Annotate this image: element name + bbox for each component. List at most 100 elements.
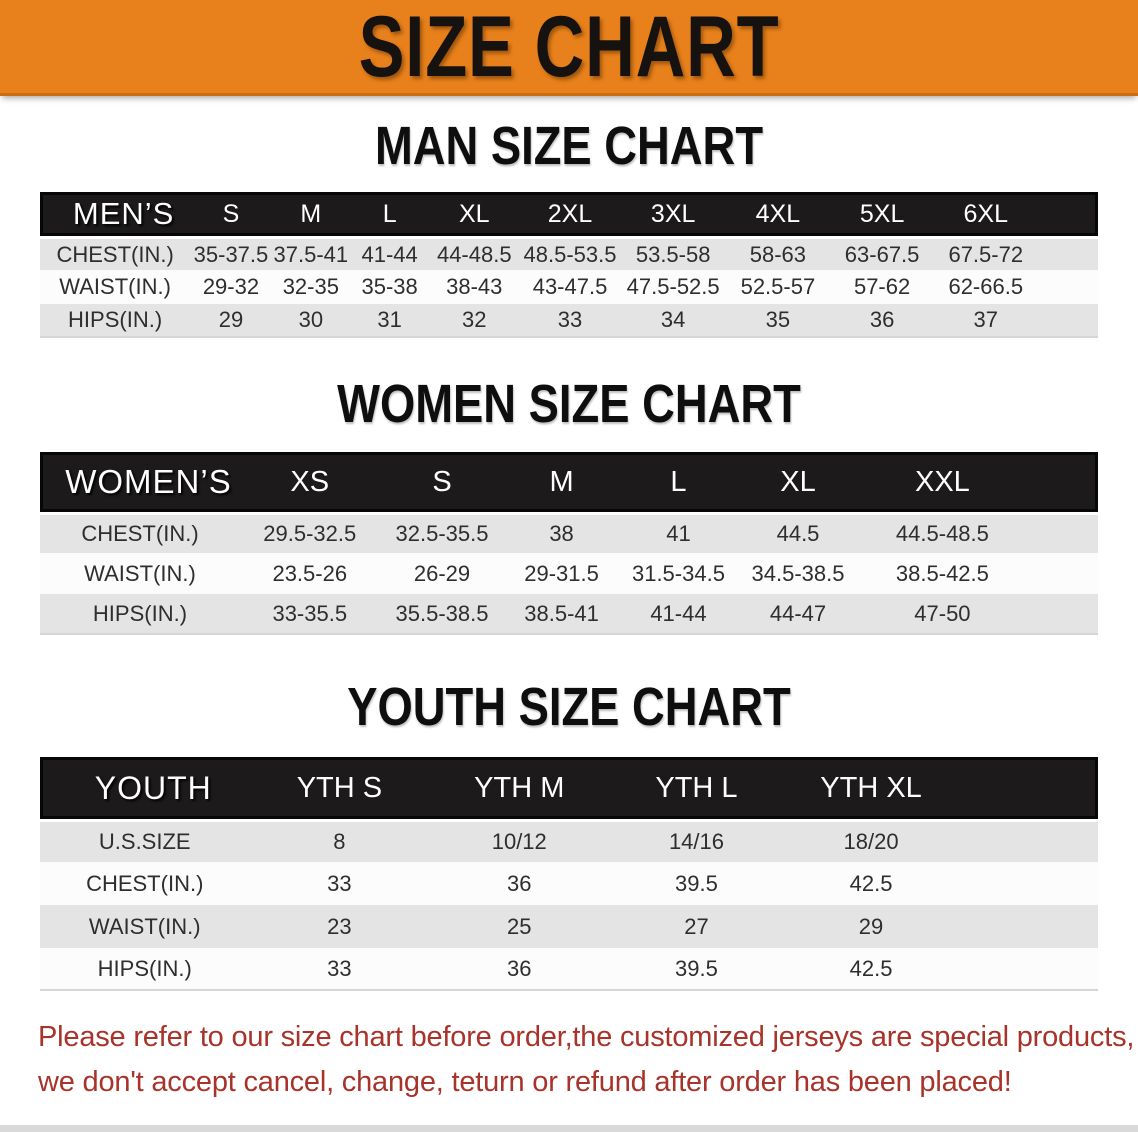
spacer-cell [1037,192,1098,236]
table-row: CHEST(IN.) 35-37.5 37.5-41 41-44 44-48.5 48.5… [40,236,1098,270]
size-column-header: XXL [857,452,1028,512]
size-column-header: M [271,192,350,236]
value-cell: 27 [609,905,784,948]
value-cell: 18/20 [783,819,959,862]
women-size-table: WOMEN’S XS S M L XL XXL CHEST(IN.) 29.5-32.5 32.… [40,452,1098,635]
value-cell: 26-29 [379,553,505,594]
row-label: U.S.SIZE [40,819,250,862]
value-cell: 31 [349,304,430,338]
size-column-header: YTH L [609,757,784,819]
value-cell: 39.5 [609,948,784,991]
value-cell: 38-43 [429,270,520,304]
size-column-header: L [618,452,739,512]
size-column-header: 5XL [830,192,934,236]
size-chart-content: MAN SIZE CHART MEN’S S M L XL 2XL 3XL 4XL 5XL 6XL… [0,116,1138,991]
value-cell: 41-44 [349,236,430,270]
value-cell: 10/12 [429,819,610,862]
value-cell: 33 [249,862,430,905]
spacer-cell [1027,452,1098,512]
table-row: HIPS(IN.) 33 36 39.5 42.5 [40,948,1098,991]
size-column-header: M [504,452,619,512]
value-cell: 36 [830,304,934,338]
value-cell: 47.5-52.5 [620,270,726,304]
table-row: U.S.SIZE 8 10/12 14/16 18/20 [40,819,1098,862]
value-cell: 14/16 [609,819,784,862]
table-row: HIPS(IN.) 33-35.5 35.5-38.5 38.5-41 41-44 44-… [40,594,1098,635]
spacer-cell [1037,236,1098,270]
table-header-row: WOMEN’S XS S M L XL XXL [40,452,1098,512]
value-cell: 63-67.5 [830,236,934,270]
women-section-title-text: WOMEN SIZE CHART [337,374,801,434]
value-cell: 34 [620,304,726,338]
value-cell: 25 [429,905,610,948]
man-section-title: MAN SIZE CHART [40,116,1098,176]
value-cell: 57-62 [830,270,934,304]
value-cell: 44-47 [738,594,858,635]
value-cell: 38 [504,512,619,553]
row-label: HIPS(IN.) [40,594,240,635]
value-cell: 58-63 [725,236,831,270]
row-label: CHEST(IN.) [40,862,250,905]
size-column-header: 2XL [519,192,621,236]
value-cell: 37 [933,304,1038,338]
size-column-header: YTH M [429,757,610,819]
value-cell: 44.5-48.5 [857,512,1028,553]
table-row: CHEST(IN.) 29.5-32.5 32.5-35.5 38 41 44.5 44.5… [40,512,1098,553]
value-cell: 53.5-58 [620,236,726,270]
row-label: WAIST(IN.) [40,270,191,304]
value-cell: 23 [249,905,430,948]
value-cell: 29 [783,905,959,948]
value-cell: 35-38 [349,270,430,304]
size-column-header: XL [738,452,858,512]
size-column-header: XL [429,192,520,236]
table-corner-label: YOUTH [40,757,250,819]
spacer-cell [958,757,1098,819]
value-cell: 44.5 [738,512,858,553]
value-cell: 8 [249,819,430,862]
value-cell: 43-47.5 [519,270,621,304]
value-cell: 30 [271,304,350,338]
value-cell: 23.5-26 [239,553,380,594]
value-cell: 38.5-41 [504,594,619,635]
women-size-chart-section: WOMEN SIZE CHART WOMEN’S XS S M L XL XXL CHEST… [40,374,1098,635]
spacer-cell [958,948,1098,991]
table-row: HIPS(IN.) 29 30 31 32 33 34 35 36 37 [40,304,1098,338]
youth-section-title: YOUTH SIZE CHART [40,677,1098,737]
value-cell: 35.5-38.5 [379,594,505,635]
table-row: WAIST(IN.) 23.5-26 26-29 29-31.5 31.5-34.5 34… [40,553,1098,594]
youth-section-title-text: YOUTH SIZE CHART [347,677,791,737]
value-cell: 67.5-72 [933,236,1038,270]
spacer-cell [958,862,1098,905]
value-cell: 48.5-53.5 [519,236,621,270]
size-column-header: 4XL [725,192,831,236]
size-column-header: S [379,452,505,512]
size-column-header: L [349,192,430,236]
banner-title: SIZE CHART [358,0,780,95]
value-cell: 32-35 [271,270,350,304]
value-cell: 33 [519,304,621,338]
value-cell: 52.5-57 [725,270,831,304]
spacer-cell [958,819,1098,862]
row-label: CHEST(IN.) [40,512,240,553]
value-cell: 29-32 [190,270,272,304]
value-cell: 29-31.5 [504,553,619,594]
value-cell: 35-37.5 [190,236,272,270]
row-label: CHEST(IN.) [40,236,191,270]
value-cell: 47-50 [857,594,1028,635]
youth-size-table: YOUTH YTH S YTH M YTH L YTH XL U.S.SIZE 8 10/1… [40,757,1098,991]
size-column-header: YTH S [249,757,430,819]
size-column-header: 3XL [620,192,726,236]
spacer-cell [1037,270,1098,304]
size-chart-banner: SIZE CHART [0,0,1138,96]
table-header-row: MEN’S S M L XL 2XL 3XL 4XL 5XL 6XL [40,192,1098,236]
table-header-row: YOUTH YTH S YTH M YTH L YTH XL [40,757,1098,819]
man-section-title-text: MAN SIZE CHART [374,116,764,176]
size-column-header: XS [239,452,380,512]
row-label: WAIST(IN.) [40,905,250,948]
value-cell: 36 [429,948,610,991]
size-column-header: 6XL [933,192,1038,236]
value-cell: 41 [618,512,739,553]
value-cell: 33 [249,948,430,991]
table-corner-label: WOMEN’S [40,452,240,512]
disclaimer-line-2: we don't accept cancel, change, teturn o… [38,1066,1012,1098]
